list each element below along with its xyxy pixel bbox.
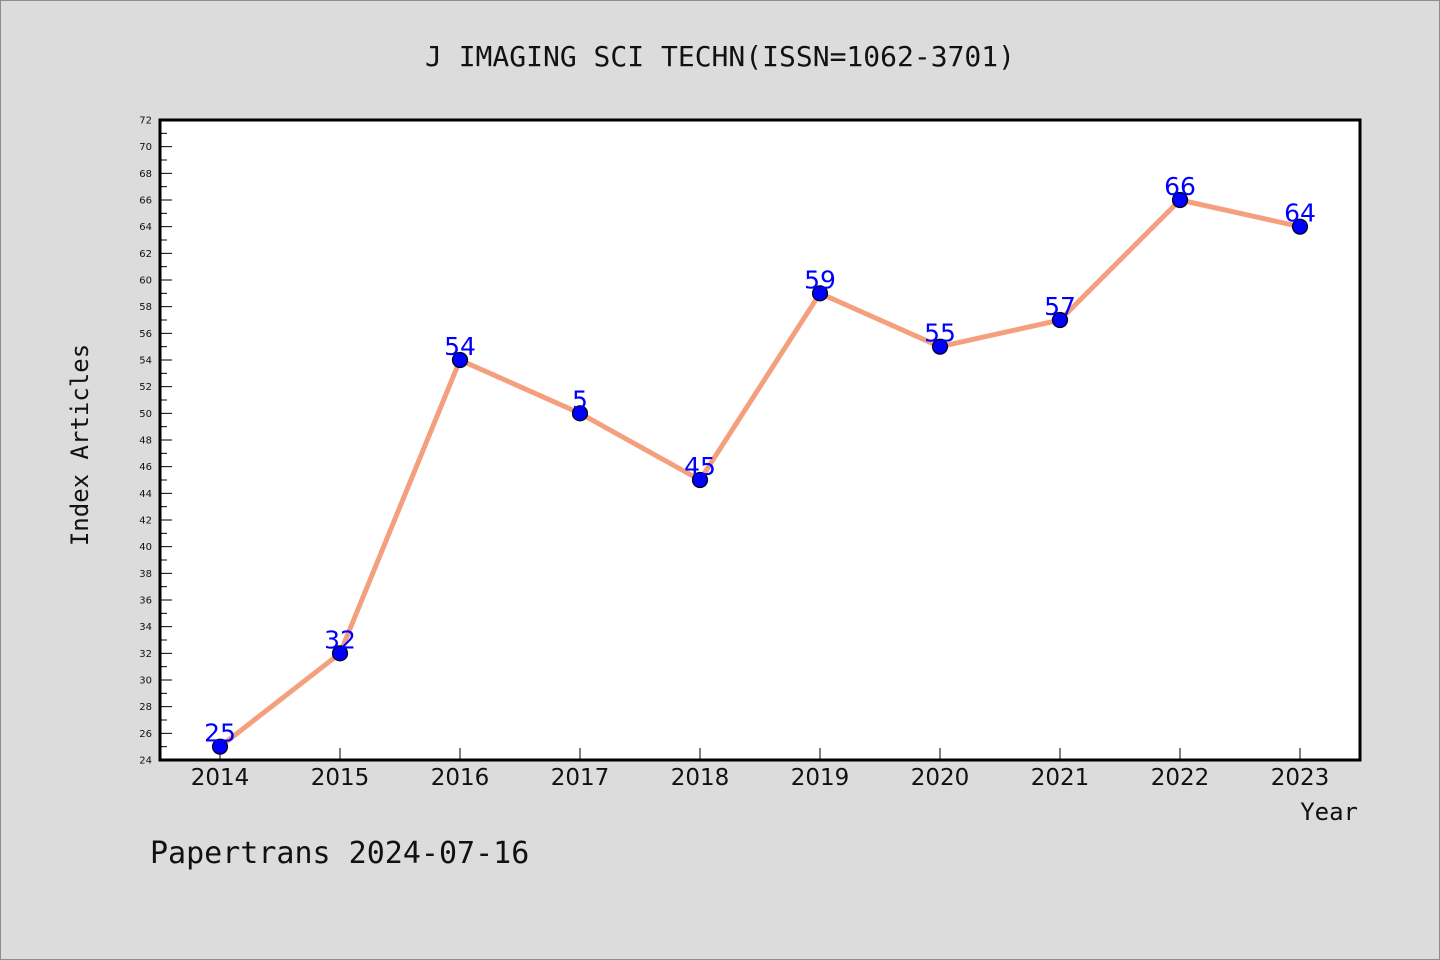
data-label-2019: 59 — [804, 265, 836, 294]
x-tick-label: 2015 — [311, 765, 370, 791]
y-tick-label: 32 — [139, 649, 152, 660]
y-axis-ticks: 24 26 28 30 32 34 36 38 40 42 44 46 48 50 52 54 56 58 60 62… — [139, 116, 172, 767]
x-tick-label: 2020 — [911, 765, 970, 791]
x-tick-label: 2023 — [1271, 765, 1330, 791]
data-point-2022 — [1171, 191, 1189, 209]
x-tick-label: 2014 — [191, 765, 250, 791]
data-label-2021: 57 — [1044, 292, 1076, 321]
data-point-2020 — [931, 338, 949, 355]
y-tick-label: 44 — [139, 489, 152, 500]
y-tick-label: 62 — [139, 249, 152, 260]
y-tick-label: 50 — [139, 409, 152, 420]
x-tick-label: 2017 — [551, 765, 610, 791]
data-label-2023: 64 — [1284, 199, 1316, 228]
data-point-2014 — [211, 738, 229, 755]
data-label-2014: 25 — [204, 719, 236, 748]
y-tick-label: 30 — [139, 676, 152, 687]
x-tick-label: 2018 — [671, 765, 730, 791]
y-tick-label: 56 — [139, 329, 152, 340]
data-point-2018 — [691, 471, 709, 489]
y-tick-label: 64 — [139, 222, 152, 233]
data-label-2017: 5 — [572, 385, 588, 414]
y-tick-label: 40 — [139, 542, 152, 553]
y-axis-title: Index Articles — [66, 344, 94, 546]
data-label-2020: 55 — [924, 319, 956, 348]
x-tick-label: 2019 — [791, 765, 850, 791]
data-label-2016: 54 — [444, 332, 476, 361]
y-tick-label: 66 — [139, 196, 152, 207]
plot-area — [160, 120, 1360, 760]
data-point-2023 — [1291, 218, 1309, 235]
y-tick-label: 58 — [139, 302, 152, 313]
y-tick-label: 70 — [139, 142, 152, 153]
series-line — [218, 197, 1301, 749]
data-point-2021 — [1051, 311, 1069, 329]
y-tick-label: 60 — [139, 276, 152, 287]
y-tick-label: 26 — [139, 729, 152, 740]
x-axis-ticks: 2014 2015 2016 2017 2018 2019 2020 2021 2022 2023 — [191, 748, 1330, 791]
y-tick-label: 42 — [139, 516, 152, 527]
data-label-2022: 66 — [1164, 172, 1196, 201]
y-tick-label: 34 — [139, 622, 152, 633]
y-tick-label: 24 — [139, 756, 152, 767]
chart-title: J IMAGING SCI TECHN(ISSN=1062-3701) — [425, 40, 1015, 73]
y-tick-label: 46 — [139, 462, 152, 473]
data-label-2018: 45 — [684, 452, 716, 481]
y-tick-label: 28 — [139, 702, 152, 713]
y-tick-label: 72 — [139, 116, 152, 127]
data-point-2019 — [811, 285, 829, 302]
x-tick-label: 2021 — [1031, 765, 1090, 791]
x-tick-label: 2022 — [1151, 765, 1210, 791]
y-tick-label: 52 — [139, 382, 152, 393]
footer-credit: Papertrans 2024-07-16 — [150, 836, 529, 871]
data-point-2015 — [331, 645, 349, 662]
x-tick-label: 2016 — [431, 765, 490, 791]
x-axis-title: Year — [1300, 798, 1358, 826]
data-labels: 25 32 54 5 45 59 55 57 66 64 — [204, 172, 1316, 748]
y-tick-label: 36 — [139, 596, 152, 607]
y-tick-label: 38 — [139, 569, 152, 580]
data-label-2015: 32 — [324, 625, 356, 654]
y-tick-label: 68 — [139, 169, 152, 180]
y-tick-label: 54 — [139, 356, 152, 367]
y-tick-label: 48 — [139, 436, 152, 447]
data-point-2017 — [571, 405, 589, 422]
plot-border — [158, 118, 1362, 762]
data-point-2016 — [451, 351, 469, 369]
data-markers — [211, 191, 1309, 755]
